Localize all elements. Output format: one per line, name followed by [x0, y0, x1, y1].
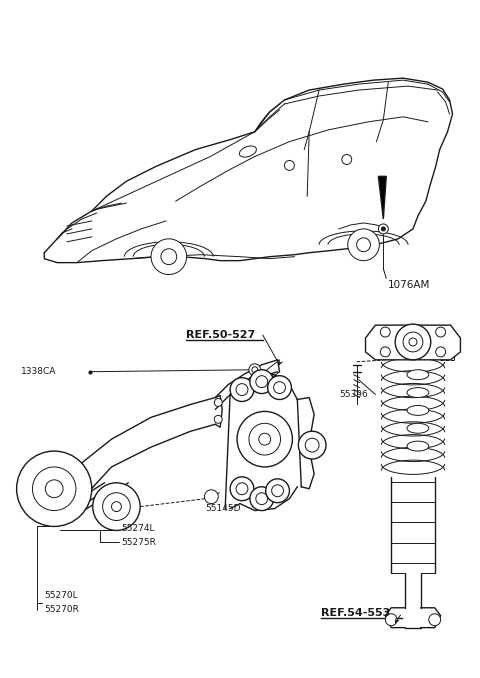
Circle shape: [45, 480, 63, 498]
Circle shape: [204, 490, 218, 504]
Ellipse shape: [407, 423, 429, 433]
Circle shape: [429, 614, 441, 626]
Circle shape: [348, 229, 379, 260]
Text: REF.50-527: REF.50-527: [186, 330, 255, 340]
Text: 55396: 55396: [339, 390, 368, 399]
Circle shape: [111, 502, 121, 512]
Polygon shape: [378, 176, 386, 219]
Text: 1338CA: 1338CA: [21, 367, 56, 376]
Circle shape: [249, 423, 280, 455]
Text: 55274L: 55274L: [121, 524, 155, 533]
Circle shape: [250, 370, 274, 393]
Circle shape: [409, 338, 417, 346]
Circle shape: [378, 224, 388, 234]
Circle shape: [266, 479, 289, 502]
Text: 55270R: 55270R: [44, 605, 79, 614]
Ellipse shape: [407, 405, 429, 416]
Ellipse shape: [407, 370, 429, 380]
Circle shape: [272, 485, 284, 497]
Circle shape: [395, 324, 431, 360]
Circle shape: [381, 227, 385, 231]
Circle shape: [236, 483, 248, 495]
Text: REF.54-553: REF.54-553: [321, 607, 390, 618]
Ellipse shape: [407, 388, 429, 397]
Circle shape: [259, 433, 271, 445]
Circle shape: [342, 155, 352, 165]
Circle shape: [17, 451, 92, 526]
Circle shape: [230, 378, 254, 401]
Circle shape: [33, 467, 76, 511]
Circle shape: [236, 384, 248, 395]
Text: 55275R: 55275R: [121, 538, 156, 547]
Text: 55145D: 55145D: [205, 504, 241, 513]
Polygon shape: [366, 325, 460, 360]
Text: 55270L: 55270L: [44, 591, 78, 601]
Circle shape: [214, 416, 222, 423]
Circle shape: [103, 493, 130, 521]
Circle shape: [256, 493, 268, 504]
Circle shape: [214, 399, 222, 406]
Circle shape: [249, 364, 261, 376]
Circle shape: [357, 238, 371, 252]
Ellipse shape: [407, 441, 429, 451]
Circle shape: [385, 614, 397, 626]
Circle shape: [298, 431, 326, 459]
Circle shape: [380, 327, 390, 337]
Circle shape: [403, 332, 423, 352]
Ellipse shape: [240, 146, 256, 157]
Circle shape: [151, 239, 187, 275]
Circle shape: [380, 347, 390, 357]
Circle shape: [436, 327, 445, 337]
Circle shape: [161, 249, 177, 264]
Circle shape: [274, 382, 286, 393]
Circle shape: [436, 347, 445, 357]
Text: 1076AM: 1076AM: [388, 281, 431, 290]
Circle shape: [305, 438, 319, 452]
Circle shape: [230, 477, 254, 500]
Circle shape: [237, 412, 292, 467]
Circle shape: [252, 367, 258, 373]
Circle shape: [256, 376, 268, 388]
Circle shape: [93, 483, 140, 530]
Circle shape: [250, 487, 274, 511]
Circle shape: [285, 161, 294, 170]
Circle shape: [268, 376, 291, 399]
